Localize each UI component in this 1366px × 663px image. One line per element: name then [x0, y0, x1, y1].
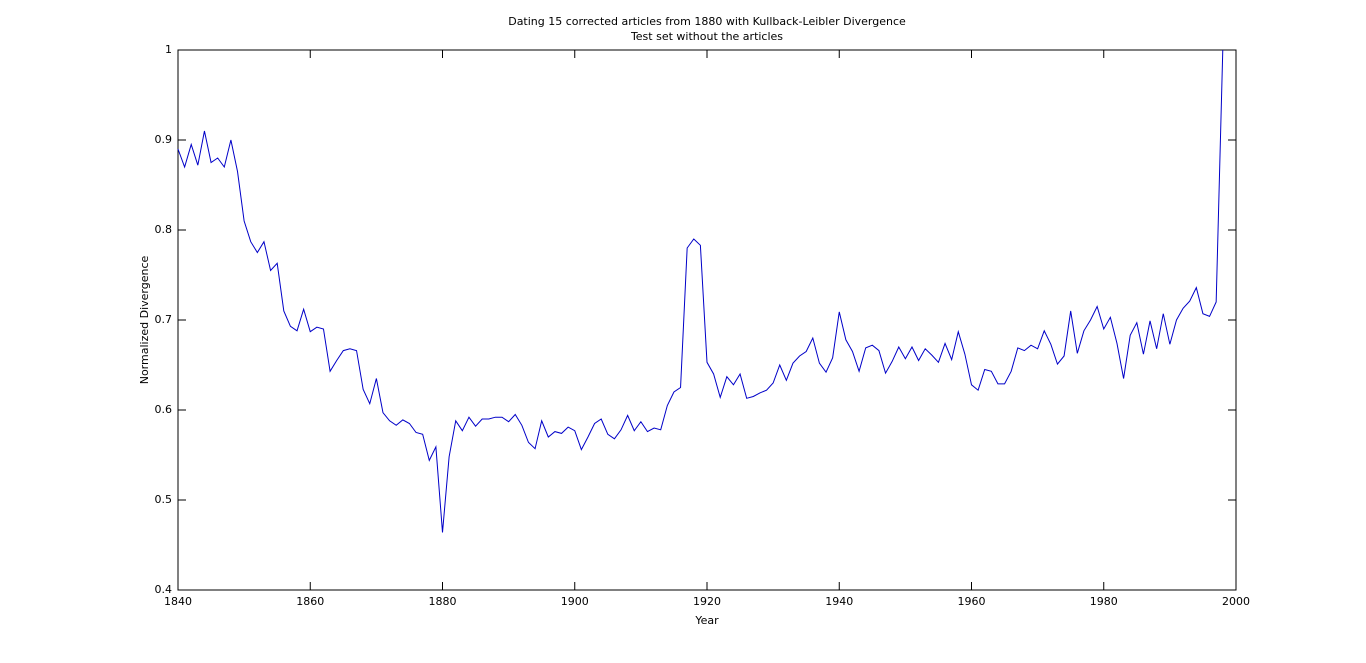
y-tick-label: 1: [165, 43, 172, 56]
y-tick-label: 0.9: [155, 133, 173, 146]
x-tick-label: 1960: [958, 595, 986, 608]
plot-frame: [177, 49, 1237, 591]
x-tick-label: 1980: [1090, 595, 1118, 608]
x-tick-label: 1940: [825, 595, 853, 608]
x-tick-label: 1860: [296, 595, 324, 608]
y-tick-label: 0.6: [155, 403, 173, 416]
chart-subtitle: Test set without the articles: [630, 30, 783, 43]
x-tick-label: 2000: [1222, 595, 1250, 608]
y-tick-label: 0.8: [155, 223, 173, 236]
y-tick-label: 0.4: [155, 583, 173, 596]
y-tick-label: 0.5: [155, 493, 173, 506]
y-axis-label: Normalized Divergence: [138, 255, 151, 384]
x-tick-label: 1880: [429, 595, 457, 608]
chart-title: Dating 15 corrected articles from 1880 w…: [508, 15, 906, 28]
y-tick-label: 0.7: [155, 313, 173, 326]
x-axis-label: Year: [694, 614, 719, 627]
x-tick-label: 1900: [561, 595, 589, 608]
x-tick-label: 1840: [164, 595, 192, 608]
data-line: [177, 49, 1224, 533]
x-tick-label: 1920: [693, 595, 721, 608]
